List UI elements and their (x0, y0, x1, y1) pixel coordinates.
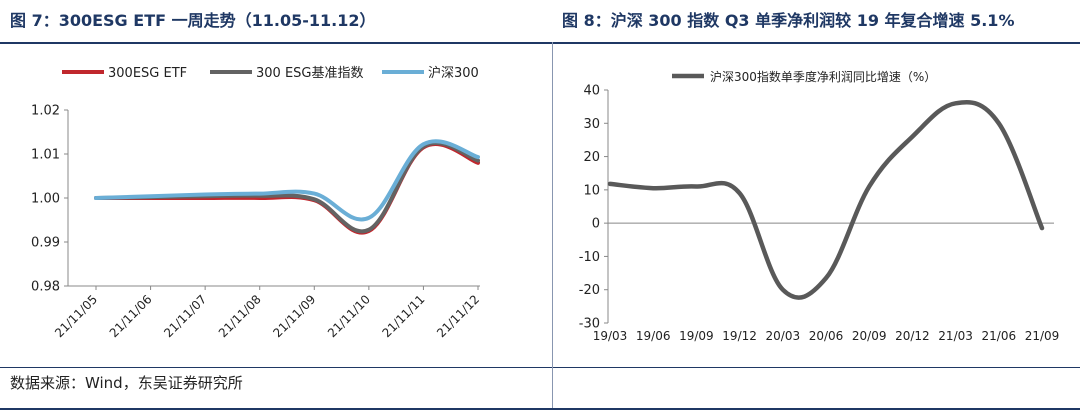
left-chart-title: 图 7：300ESG ETF 一周走势（11.05-11.12） (10, 11, 376, 30)
x-tick-label: 19/09 (679, 329, 714, 343)
y-tick-label: 0.99 (31, 236, 60, 251)
x-tick-label: 20/06 (809, 329, 844, 343)
bottom-border (0, 408, 1080, 410)
x-tick-label: 20/09 (852, 329, 887, 343)
panel-separator (552, 42, 553, 408)
series-line-2 (94, 140, 480, 234)
legend-label: 沪深300指数单季度净利润同比增速（%） (710, 69, 936, 84)
x-tick-label: 21/11/07 (161, 292, 209, 340)
legend-label: 300 ESG基准指数 (256, 66, 364, 81)
y-tick-label: 10 (583, 183, 600, 198)
x-tick-label: 21/09 (1025, 329, 1060, 343)
x-tick-label: 21/11/05 (52, 292, 100, 340)
series-line-1 (94, 142, 480, 235)
x-tick-label: 21/03 (938, 329, 973, 343)
title-divider (0, 42, 1080, 44)
profit-growth-chart: -30 -20 -10 0 10 20 30 40 19/03 19/06 19/09 19/12 20… (579, 69, 1060, 343)
x-tick-label: 21/11/06 (107, 292, 155, 340)
x-tick-label: 21/06 (982, 329, 1017, 343)
y-tick-label: 1.02 (31, 104, 60, 119)
series-line-profit-growth (607, 100, 1045, 300)
y-tick-label: 20 (583, 150, 600, 165)
source-divider (0, 367, 1080, 368)
y-tick-label: -20 (579, 283, 600, 298)
legend-label: 300ESG ETF (108, 66, 187, 81)
left-panel: 图 7：300ESG ETF 一周走势（11.05-11.12） (0, 0, 528, 42)
series-line-3 (94, 139, 480, 222)
x-tick-label: 21/11/09 (270, 292, 318, 340)
y-tick-label: 40 (583, 84, 600, 99)
x-tick-label: 20/12 (895, 329, 930, 343)
x-tick-label: 21/11/12 (434, 292, 482, 340)
y-tick-label: 30 (583, 117, 600, 132)
legend-label: 沪深300 (428, 65, 479, 81)
y-tick-label: -10 (579, 250, 600, 265)
right-panel: 图 8：沪深 300 指数 Q3 单季净利润较 19 年复合增速 5.1% (552, 0, 1080, 42)
x-tick-label: 21/11/10 (325, 292, 373, 340)
y-tick-label: 1.00 (31, 192, 60, 207)
x-tick-label: 19/06 (636, 329, 671, 343)
x-tick-label: 20/03 (766, 329, 801, 343)
x-tick-label: 21/11/11 (380, 292, 428, 340)
y-tick-label: 0.98 (31, 280, 60, 295)
y-tick-label: 1.01 (31, 148, 60, 163)
data-source-note: 数据来源：Wind，东吴证券研究所 (10, 374, 243, 392)
right-chart-title: 图 8：沪深 300 指数 Q3 单季净利润较 19 年复合增速 5.1% (562, 11, 1015, 30)
x-tick-label: 21/11/08 (216, 292, 264, 340)
x-tick-label: 19/03 (593, 329, 628, 343)
x-tick-label: 19/12 (722, 329, 757, 343)
y-tick-label: -30 (579, 317, 600, 332)
y-tick-label: 0 (592, 217, 600, 232)
